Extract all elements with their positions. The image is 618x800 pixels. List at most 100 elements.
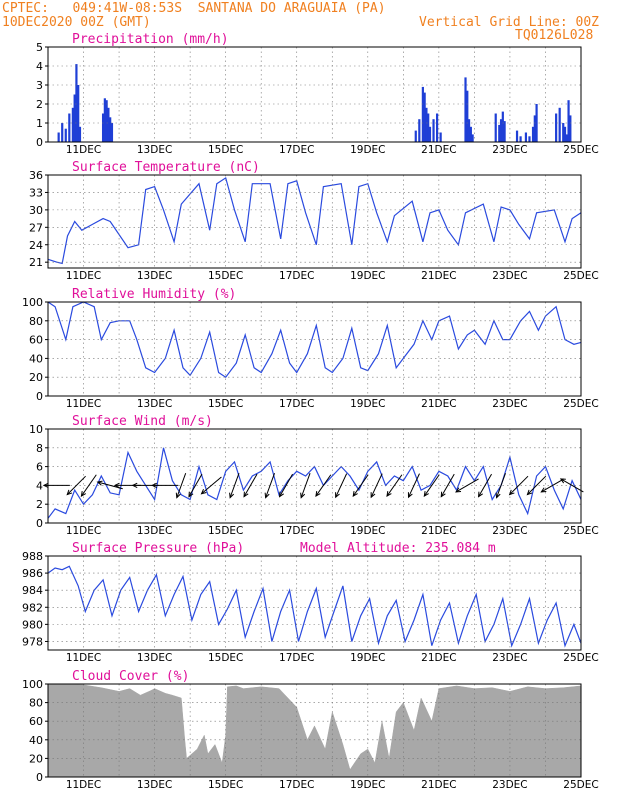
- pres-frame: [47, 555, 582, 651]
- pres-ytick-label: 988: [22, 550, 43, 563]
- precip-bar: [418, 119, 421, 142]
- precip-bar: [524, 132, 528, 142]
- precip-bar: [464, 77, 467, 142]
- precip-bar: [563, 126, 567, 142]
- pres-ytick-label: 980: [22, 618, 43, 631]
- wind-arrow-head: [200, 488, 207, 495]
- wind-arrow: [176, 473, 187, 498]
- cloud-ytick-label: 20: [29, 752, 43, 765]
- precip-xtick-label: 19DEC: [350, 144, 385, 156]
- precip-bar: [501, 111, 504, 142]
- wind-arrow: [560, 478, 584, 493]
- cloud-xtick-label: 15DEC: [208, 779, 243, 791]
- rh-xtick-label: 21DEC: [421, 398, 456, 410]
- precip-bar: [73, 94, 76, 142]
- precip-xtick-label: 23DEC: [492, 144, 527, 156]
- precip-bar: [503, 121, 506, 142]
- cloud-area: [47, 683, 582, 778]
- pres-ytick-label: 978: [22, 635, 43, 648]
- temp-ytick-label: 30: [29, 204, 43, 217]
- cloud-xtick-label: 25DEC: [563, 779, 598, 791]
- precip-bar: [535, 104, 538, 142]
- cloud-title: Cloud Cover (%): [72, 669, 189, 684]
- pres-xtick-label: 17DEC: [279, 652, 314, 664]
- pres-xtick-label: 13DEC: [137, 652, 172, 664]
- rh-ytick-label: 20: [29, 371, 43, 384]
- precip-bar: [565, 134, 568, 142]
- precip-xtick-label: 13DEC: [137, 144, 172, 156]
- wind-arrow-head: [423, 491, 429, 497]
- wind-xtick-label: 25DEC: [563, 525, 598, 537]
- wind-arrow-head: [300, 492, 306, 499]
- precip-bar: [427, 113, 430, 142]
- precip-panel: 0 1 2 3 4 5 11DEC 13DEC 15DEC 17DEC 19DEC 21DEC 23DE…: [36, 32, 599, 156]
- rh-frame: [47, 301, 582, 397]
- precip-bar: [439, 132, 442, 142]
- pres-title: Surface Pressure (hPa): [72, 541, 244, 556]
- wind-arrow-head: [495, 492, 501, 499]
- cloud-ytick-label: 100: [22, 678, 43, 691]
- wind-arrow-head: [455, 487, 462, 493]
- precip-bar: [421, 86, 424, 142]
- precip-bar: [515, 130, 519, 142]
- precip-bar: [467, 119, 471, 142]
- pres-ytick-label: 982: [22, 601, 43, 614]
- wind-arrow: [408, 473, 420, 498]
- pres-annotation: Model Altitude: 235.084 m: [300, 541, 496, 556]
- cloud-panel: 0 20 40 60 80 100 11DEC 13DEC 15DEC 17DEC 19DEC 21D…: [22, 669, 599, 791]
- precip-bar: [78, 126, 82, 142]
- pres-xtick-label: 11DEC: [66, 652, 101, 664]
- rh-ytick-label: 40: [29, 352, 43, 365]
- wind-arrow-head: [540, 487, 547, 493]
- wind-arrow: [243, 473, 258, 497]
- temp-xtick-label: 21DEC: [421, 270, 456, 282]
- wind-arrow-head: [42, 482, 49, 489]
- precip-bar: [414, 130, 417, 142]
- wind-ytick-label: 8: [36, 442, 43, 455]
- wind-series-line: [47, 447, 582, 519]
- wind-arrow: [188, 473, 203, 497]
- rh-ytick-label: 60: [29, 334, 43, 347]
- wind-arrow: [478, 473, 492, 497]
- cloud-xtick-label: 23DEC: [492, 779, 527, 791]
- precip-bar: [562, 123, 565, 142]
- temp-frame: [47, 174, 582, 269]
- wind-arrow-head: [131, 482, 138, 489]
- precip-bar: [555, 113, 558, 142]
- precip-frame: [47, 46, 582, 143]
- wind-arrow: [541, 478, 565, 493]
- pres-xtick-label: 23DEC: [492, 652, 527, 664]
- temp-ytick-label: 27: [29, 221, 43, 234]
- header-source: CPTEC:: [2, 1, 49, 16]
- pres-xtick-label: 15DEC: [208, 652, 243, 664]
- wind-arrow: [496, 473, 506, 498]
- precip-bar: [569, 115, 572, 142]
- precip-bar: [533, 115, 536, 142]
- pres-xtick-label: 21DEC: [421, 652, 456, 664]
- wind-frame: [47, 428, 582, 524]
- precip-bar: [519, 136, 522, 142]
- wind-arrow-head: [243, 491, 249, 498]
- precip-bar: [531, 126, 535, 142]
- precip-bar: [528, 136, 531, 142]
- wind-arrow: [300, 473, 311, 498]
- wind-arrow-head: [229, 492, 235, 499]
- wind-arrow-head: [508, 489, 515, 496]
- precip-bar: [498, 124, 501, 142]
- wind-arrow-head: [407, 492, 413, 499]
- wind-title: Surface Wind (m/s): [72, 414, 213, 429]
- temp-ytick-label: 21: [29, 256, 43, 269]
- wind-arrow: [455, 478, 479, 493]
- precip-bar: [425, 107, 428, 142]
- wind-arrow: [335, 473, 348, 498]
- precip-bar: [567, 100, 570, 142]
- wind-arrow-head: [477, 491, 483, 498]
- cloud-ytick-label: 0: [36, 771, 43, 784]
- rh-xtick-label: 17DEC: [279, 398, 314, 410]
- precip-bar: [423, 92, 426, 142]
- precip-bar: [469, 126, 472, 142]
- wind-arrow-head: [278, 491, 284, 498]
- cloud-ytick-label: 60: [29, 715, 43, 728]
